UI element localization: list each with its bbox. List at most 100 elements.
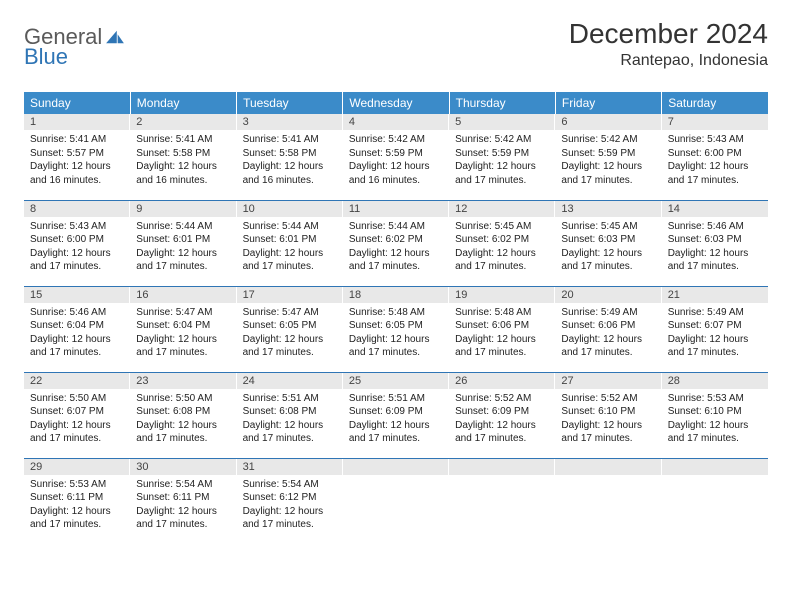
day-body: Sunrise: 5:52 AMSunset: 6:10 PMDaylight:…	[555, 389, 661, 450]
calendar-cell: 29Sunrise: 5:53 AMSunset: 6:11 PMDayligh…	[24, 458, 130, 544]
day-sunset: Sunset: 6:06 PM	[455, 319, 549, 333]
day-body: Sunrise: 5:48 AMSunset: 6:05 PMDaylight:…	[343, 303, 449, 364]
day-day1: Daylight: 12 hours	[455, 333, 549, 347]
day-day1: Daylight: 12 hours	[136, 247, 230, 261]
calendar-row: 29Sunrise: 5:53 AMSunset: 6:11 PMDayligh…	[24, 458, 768, 544]
dh-tue: Tuesday	[237, 92, 343, 114]
day-sunset: Sunset: 6:09 PM	[455, 405, 549, 419]
day-sunset: Sunset: 6:05 PM	[349, 319, 443, 333]
day-number: 5	[449, 114, 555, 130]
day-sunset: Sunset: 6:11 PM	[30, 491, 124, 505]
day-number: 18	[343, 287, 449, 303]
day-day2: and 17 minutes.	[349, 260, 443, 274]
day-number: 6	[555, 114, 661, 130]
dh-sat: Saturday	[662, 92, 768, 114]
day-sunrise: Sunrise: 5:46 AM	[668, 220, 762, 234]
day-day1: Daylight: 12 hours	[455, 419, 549, 433]
day-sunrise: Sunrise: 5:43 AM	[30, 220, 124, 234]
calendar-table: Sunday Monday Tuesday Wednesday Thursday…	[24, 92, 768, 544]
calendar-cell	[343, 458, 449, 544]
day-body: Sunrise: 5:52 AMSunset: 6:09 PMDaylight:…	[449, 389, 555, 450]
day-sunrise: Sunrise: 5:47 AM	[243, 306, 337, 320]
day-day2: and 16 minutes.	[136, 174, 230, 188]
calendar-row: 22Sunrise: 5:50 AMSunset: 6:07 PMDayligh…	[24, 372, 768, 458]
calendar-cell	[555, 458, 661, 544]
day-day2: and 17 minutes.	[561, 174, 655, 188]
calendar-cell: 16Sunrise: 5:47 AMSunset: 6:04 PMDayligh…	[130, 286, 236, 372]
day-body: Sunrise: 5:45 AMSunset: 6:02 PMDaylight:…	[449, 217, 555, 278]
day-sunset: Sunset: 5:59 PM	[349, 147, 443, 161]
calendar-cell: 6Sunrise: 5:42 AMSunset: 5:59 PMDaylight…	[555, 114, 661, 200]
calendar-row: 15Sunrise: 5:46 AMSunset: 6:04 PMDayligh…	[24, 286, 768, 372]
day-sunrise: Sunrise: 5:44 AM	[243, 220, 337, 234]
day-sunrise: Sunrise: 5:42 AM	[349, 133, 443, 147]
day-body: Sunrise: 5:49 AMSunset: 6:07 PMDaylight:…	[662, 303, 768, 364]
day-day2: and 17 minutes.	[668, 260, 762, 274]
day-number: 29	[24, 459, 130, 475]
day-number	[662, 459, 768, 475]
calendar-cell: 18Sunrise: 5:48 AMSunset: 6:05 PMDayligh…	[343, 286, 449, 372]
day-day1: Daylight: 12 hours	[668, 419, 762, 433]
day-sunset: Sunset: 6:02 PM	[349, 233, 443, 247]
calendar-row: 8Sunrise: 5:43 AMSunset: 6:00 PMDaylight…	[24, 200, 768, 286]
day-day2: and 17 minutes.	[561, 432, 655, 446]
day-sunrise: Sunrise: 5:48 AM	[455, 306, 549, 320]
day-body: Sunrise: 5:44 AMSunset: 6:02 PMDaylight:…	[343, 217, 449, 278]
day-sunset: Sunset: 6:01 PM	[243, 233, 337, 247]
day-day2: and 17 minutes.	[243, 260, 337, 274]
title-block: December 2024 Rantepao, Indonesia	[569, 18, 768, 70]
day-number: 7	[662, 114, 768, 130]
day-day1: Daylight: 12 hours	[455, 160, 549, 174]
dh-mon: Monday	[130, 92, 236, 114]
day-body	[555, 475, 661, 482]
day-number: 12	[449, 201, 555, 217]
day-sunset: Sunset: 6:04 PM	[136, 319, 230, 333]
calendar-cell: 10Sunrise: 5:44 AMSunset: 6:01 PMDayligh…	[237, 200, 343, 286]
calendar-cell: 1Sunrise: 5:41 AMSunset: 5:57 PMDaylight…	[24, 114, 130, 200]
day-body: Sunrise: 5:42 AMSunset: 5:59 PMDaylight:…	[343, 130, 449, 191]
day-number: 2	[130, 114, 236, 130]
calendar-cell: 12Sunrise: 5:45 AMSunset: 6:02 PMDayligh…	[449, 200, 555, 286]
day-body: Sunrise: 5:48 AMSunset: 6:06 PMDaylight:…	[449, 303, 555, 364]
day-sunset: Sunset: 6:10 PM	[668, 405, 762, 419]
day-day1: Daylight: 12 hours	[243, 419, 337, 433]
day-number: 3	[237, 114, 343, 130]
day-sunrise: Sunrise: 5:51 AM	[243, 392, 337, 406]
day-sunset: Sunset: 6:00 PM	[668, 147, 762, 161]
day-day1: Daylight: 12 hours	[349, 419, 443, 433]
dh-fri: Friday	[555, 92, 661, 114]
day-sunrise: Sunrise: 5:48 AM	[349, 306, 443, 320]
day-day2: and 17 minutes.	[136, 432, 230, 446]
day-sunrise: Sunrise: 5:49 AM	[668, 306, 762, 320]
calendar-cell: 3Sunrise: 5:41 AMSunset: 5:58 PMDaylight…	[237, 114, 343, 200]
day-sunrise: Sunrise: 5:42 AM	[561, 133, 655, 147]
page-header: General December 2024 Rantepao, Indonesi…	[24, 18, 768, 70]
day-body: Sunrise: 5:51 AMSunset: 6:09 PMDaylight:…	[343, 389, 449, 450]
day-day2: and 16 minutes.	[349, 174, 443, 188]
day-day1: Daylight: 12 hours	[30, 505, 124, 519]
day-day2: and 17 minutes.	[30, 260, 124, 274]
day-day2: and 17 minutes.	[349, 432, 443, 446]
day-day1: Daylight: 12 hours	[136, 160, 230, 174]
day-sunset: Sunset: 5:57 PM	[30, 147, 124, 161]
day-number	[555, 459, 661, 475]
day-sunset: Sunset: 6:04 PM	[30, 319, 124, 333]
calendar-cell: 31Sunrise: 5:54 AMSunset: 6:12 PMDayligh…	[237, 458, 343, 544]
day-sunset: Sunset: 6:08 PM	[243, 405, 337, 419]
calendar-cell: 24Sunrise: 5:51 AMSunset: 6:08 PMDayligh…	[237, 372, 343, 458]
day-body: Sunrise: 5:50 AMSunset: 6:07 PMDaylight:…	[24, 389, 130, 450]
day-number: 9	[130, 201, 236, 217]
day-number: 23	[130, 373, 236, 389]
day-body: Sunrise: 5:42 AMSunset: 5:59 PMDaylight:…	[555, 130, 661, 191]
day-sunset: Sunset: 6:03 PM	[668, 233, 762, 247]
day-sunset: Sunset: 6:00 PM	[30, 233, 124, 247]
dh-wed: Wednesday	[343, 92, 449, 114]
calendar-cell: 8Sunrise: 5:43 AMSunset: 6:00 PMDaylight…	[24, 200, 130, 286]
day-sunrise: Sunrise: 5:45 AM	[561, 220, 655, 234]
calendar-cell: 23Sunrise: 5:50 AMSunset: 6:08 PMDayligh…	[130, 372, 236, 458]
day-body: Sunrise: 5:50 AMSunset: 6:08 PMDaylight:…	[130, 389, 236, 450]
day-day1: Daylight: 12 hours	[668, 247, 762, 261]
day-day2: and 17 minutes.	[30, 518, 124, 532]
calendar-cell: 9Sunrise: 5:44 AMSunset: 6:01 PMDaylight…	[130, 200, 236, 286]
day-day1: Daylight: 12 hours	[561, 419, 655, 433]
